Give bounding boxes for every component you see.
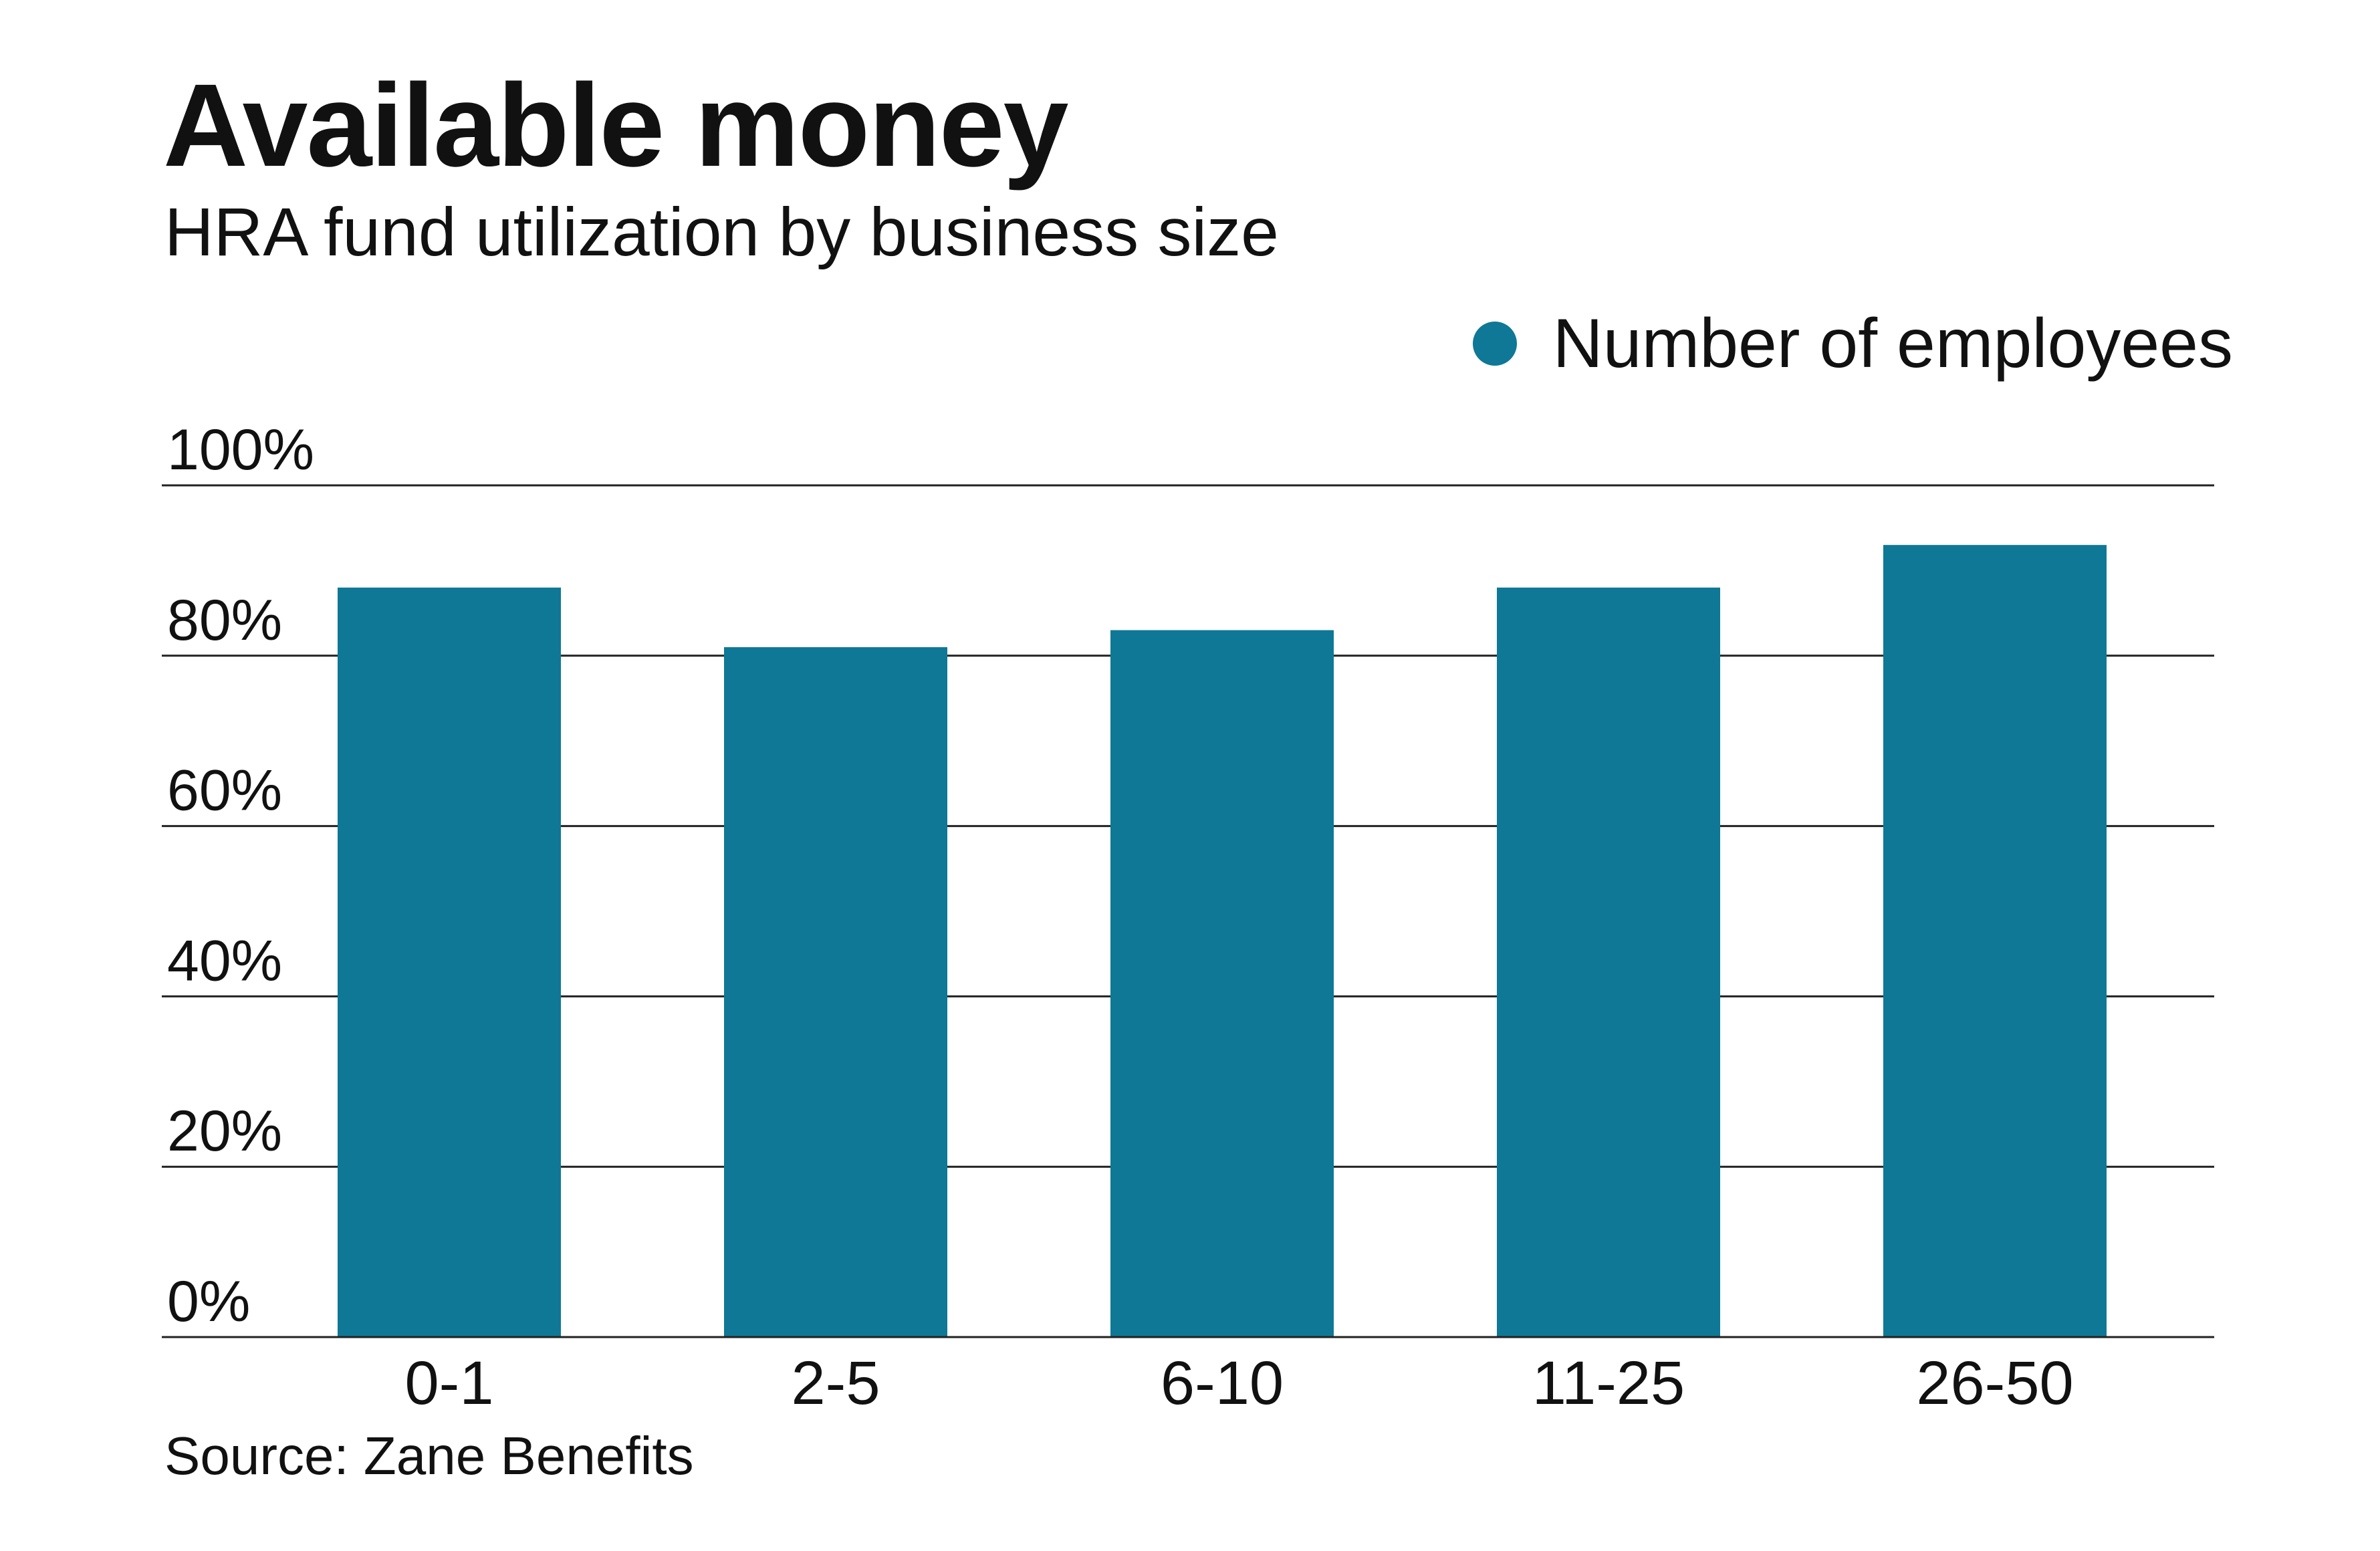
bar	[338, 587, 561, 1337]
source-note: Source: Zane Benefits	[164, 1426, 694, 1485]
chart-title: Available money	[163, 60, 1068, 191]
x-tick-label: 0-1	[405, 1349, 494, 1417]
bar	[1883, 545, 2107, 1338]
chart-subtitle: HRA fund utilization by business size	[164, 194, 1279, 270]
bars	[338, 545, 2107, 1338]
bar	[724, 647, 947, 1337]
y-tick-label: 60%	[167, 759, 282, 823]
x-tick-label: 11-25	[1532, 1349, 1685, 1417]
bar	[1110, 630, 1334, 1337]
x-tick-label: 2-5	[792, 1349, 880, 1417]
x-tick-label: 6-10	[1161, 1349, 1284, 1417]
y-tick-label: 40%	[167, 929, 282, 993]
legend: Number of employees	[1472, 305, 2233, 382]
legend-label: Number of employees	[1552, 305, 2233, 382]
y-tick-label: 100%	[167, 418, 314, 482]
y-axis-tick-labels: 0% 20% 40% 60% 80% 100%	[167, 418, 314, 1334]
y-tick-label: 80%	[167, 588, 282, 652]
legend-swatch	[1472, 322, 1517, 366]
y-tick-label: 20%	[167, 1099, 282, 1163]
y-tick-label: 0%	[167, 1270, 250, 1334]
x-tick-label: 26-50	[1916, 1349, 2073, 1417]
x-axis-tick-labels: 0-1 2-5 6-10 11-25 26-50	[405, 1349, 2074, 1417]
bar	[1497, 587, 1720, 1337]
